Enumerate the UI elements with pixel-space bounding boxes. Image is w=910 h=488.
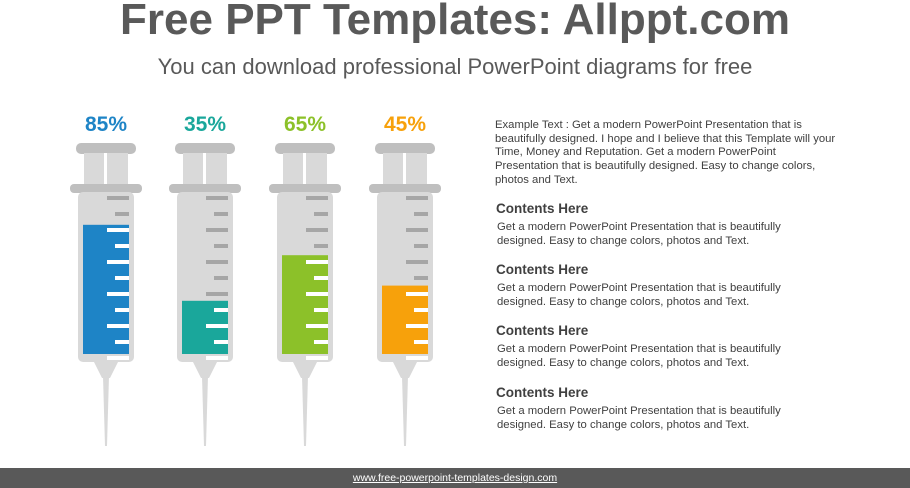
intro-text: Example Text : Get a modern PowerPoint P… xyxy=(495,119,836,186)
plunger-cap xyxy=(375,143,435,154)
scale-tick xyxy=(414,244,428,248)
scale-tick xyxy=(115,308,129,312)
scale-tick xyxy=(214,308,228,312)
needle-hub xyxy=(193,362,217,378)
scale-tick xyxy=(115,340,129,344)
plunger-cap xyxy=(275,143,335,154)
barrel-flange xyxy=(269,184,341,193)
footer-bar: www.free-powerpoint-templates-design.com xyxy=(0,468,910,488)
plunger-rod-divider xyxy=(403,153,406,185)
scale-tick xyxy=(206,324,228,328)
scale-tick xyxy=(306,196,328,200)
scale-tick xyxy=(107,292,129,296)
scale-tick xyxy=(314,244,328,248)
plunger-cap xyxy=(76,143,136,154)
scale-tick xyxy=(206,292,228,296)
barrel-flange xyxy=(70,184,142,193)
section-heading: Contents Here xyxy=(496,323,589,338)
scale-tick xyxy=(206,260,228,264)
section-body: Get a modern PowerPoint Presentation tha… xyxy=(497,221,781,247)
scale-tick xyxy=(206,356,228,360)
scale-tick xyxy=(306,260,328,264)
scale-tick xyxy=(314,340,328,344)
scale-tick xyxy=(406,228,428,232)
section-body: Get a modern PowerPoint Presentation tha… xyxy=(497,343,781,369)
content-section-1: Contents Here Get a modern PowerPoint Pr… xyxy=(496,201,816,248)
plunger-rod-divider xyxy=(104,153,107,185)
scale-tick xyxy=(115,212,129,216)
syringe-percent-label: 85% xyxy=(84,113,128,136)
scale-tick xyxy=(414,212,428,216)
scale-tick xyxy=(306,292,328,296)
syringe-percent-label: 45% xyxy=(383,113,427,136)
syringe-2: 35% xyxy=(165,112,245,452)
syringe-4: 45% xyxy=(365,112,445,452)
scale-tick xyxy=(214,244,228,248)
scale-tick xyxy=(314,308,328,312)
content-section-4: Contents Here Get a modern PowerPoint Pr… xyxy=(496,385,816,432)
needle xyxy=(302,376,308,446)
scale-tick xyxy=(214,340,228,344)
scale-tick xyxy=(214,212,228,216)
content-section-2: Contents Here Get a modern PowerPoint Pr… xyxy=(496,262,816,309)
footer-link[interactable]: www.free-powerpoint-templates-design.com xyxy=(352,472,558,484)
plunger-cap xyxy=(175,143,235,154)
liquid-fill xyxy=(282,255,328,354)
scale-tick xyxy=(306,228,328,232)
needle xyxy=(402,376,408,446)
scale-tick xyxy=(107,356,129,360)
scale-tick xyxy=(107,196,129,200)
content-section-3: Contents Here Get a modern PowerPoint Pr… xyxy=(496,323,816,370)
scale-tick xyxy=(406,292,428,296)
scale-tick xyxy=(214,276,228,280)
syringe-1: 85% xyxy=(66,112,146,452)
scale-tick xyxy=(414,340,428,344)
section-body: Get a modern PowerPoint Presentation tha… xyxy=(497,282,781,308)
scale-tick xyxy=(107,324,129,328)
scale-tick xyxy=(406,260,428,264)
needle-hub xyxy=(293,362,317,378)
scale-tick xyxy=(314,212,328,216)
scale-tick xyxy=(206,196,228,200)
scale-tick xyxy=(414,308,428,312)
scale-tick xyxy=(406,196,428,200)
page-subtitle: You can download professional PowerPoint… xyxy=(157,54,753,79)
scale-tick xyxy=(406,356,428,360)
syringe-3: 65% xyxy=(265,112,345,452)
scale-tick xyxy=(406,324,428,328)
needle xyxy=(202,376,208,446)
section-body: Get a modern PowerPoint Presentation tha… xyxy=(497,405,781,431)
plunger-rod-divider xyxy=(203,153,206,185)
scale-tick xyxy=(306,324,328,328)
page-title: Free PPT Templates: Allppt.com xyxy=(120,0,790,44)
section-heading: Contents Here xyxy=(496,201,589,216)
syringe-percent-label: 65% xyxy=(283,113,327,136)
needle xyxy=(103,376,109,446)
scale-tick xyxy=(107,228,129,232)
scale-tick xyxy=(115,244,129,248)
scale-tick xyxy=(107,260,129,264)
scale-tick xyxy=(314,276,328,280)
scale-tick xyxy=(206,228,228,232)
barrel-flange xyxy=(369,184,441,193)
scale-tick xyxy=(414,276,428,280)
section-heading: Contents Here xyxy=(496,385,589,400)
scale-tick xyxy=(115,276,129,280)
scale-tick xyxy=(306,356,328,360)
needle-hub xyxy=(94,362,118,378)
needle-hub xyxy=(393,362,417,378)
syringe-percent-label: 35% xyxy=(183,113,227,136)
barrel-flange xyxy=(169,184,241,193)
section-heading: Contents Here xyxy=(496,262,589,277)
plunger-rod-divider xyxy=(303,153,306,185)
